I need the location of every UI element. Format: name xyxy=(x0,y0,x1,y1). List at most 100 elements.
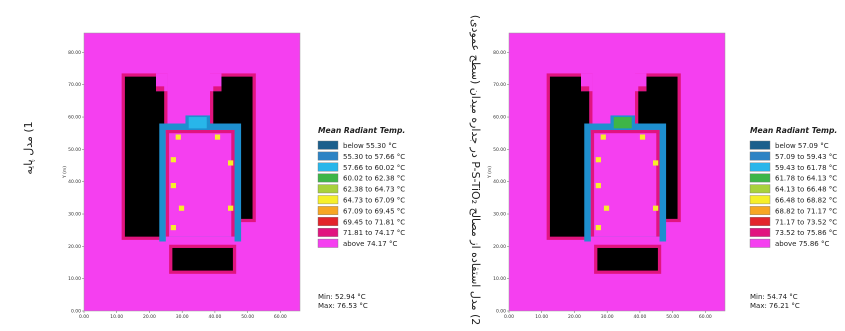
hot-spot xyxy=(653,205,659,211)
hot-spot xyxy=(170,182,176,189)
legend-label: 60.02 to 62.38 °C xyxy=(343,175,405,183)
courtyard-rim xyxy=(165,129,235,134)
x-tick-label: 60.00 xyxy=(699,314,712,320)
y-tick-label: 60.00 xyxy=(493,115,506,121)
y-tick-label: 50.00 xyxy=(68,147,81,153)
hot-spot xyxy=(595,157,601,163)
max-value: Max: 76.21 °C xyxy=(750,302,800,310)
legend-swatch xyxy=(317,173,339,183)
legend-swatch xyxy=(317,184,339,194)
legend-label: 73.52 to 75.86 °C xyxy=(775,229,837,237)
legend-label: 67.09 to 69.45 °C xyxy=(343,207,405,215)
legend-swatch xyxy=(749,195,771,205)
building-left xyxy=(124,76,165,237)
legend: Mean Radiant Temp. below 55.30 °C 55.30 to… xyxy=(317,126,405,310)
y-axis-label: Y (m) xyxy=(487,166,493,179)
courtyard-rim xyxy=(656,129,660,237)
min-value: Min: 52.94 °C xyxy=(318,293,366,301)
legend-swatch xyxy=(749,217,771,226)
x-tick-label: 0.00 xyxy=(504,314,514,320)
legend-swatch xyxy=(317,195,339,205)
y-tick-label: 0.00 xyxy=(496,309,506,315)
legend-swatch xyxy=(317,151,339,161)
window xyxy=(188,117,207,129)
hot-spot xyxy=(603,205,610,211)
y-tick-label: 30.00 xyxy=(493,212,506,218)
panel-caption: 1) مدل پایه xyxy=(22,121,35,174)
legend-label: 62.38 to 64.73 °C xyxy=(343,186,405,194)
x-tick-label: 10.00 xyxy=(535,314,548,320)
legend-swatch xyxy=(749,162,771,172)
building-bottom xyxy=(597,247,658,271)
legend-label: 61.78 to 64.13 °C xyxy=(775,175,837,183)
courtyard-rim xyxy=(231,129,235,237)
hot-spot xyxy=(170,157,176,163)
notch xyxy=(581,73,593,92)
notch xyxy=(156,73,168,92)
legend-swatch xyxy=(317,162,339,172)
y-tick-label: 20.00 xyxy=(493,244,506,250)
courtyard-opening xyxy=(165,236,235,242)
legend-swatch xyxy=(317,206,339,215)
legend-label: 71.17 to 73.52 °C xyxy=(775,218,837,226)
courtyard-floor xyxy=(590,129,660,237)
courtyard-rim xyxy=(165,129,170,237)
notch xyxy=(635,73,647,92)
panel-base: 0.00 10.00 20.00 30.00 40.00 50.00 60.00 70.00 8… xyxy=(22,32,405,320)
legend-title: Mean Radiant Temp. xyxy=(318,126,405,135)
legend-label: 59.43 to 61.78 °C xyxy=(775,164,837,172)
hot-spot xyxy=(595,182,601,189)
hot-spot xyxy=(228,160,234,166)
hot-spot xyxy=(653,160,659,166)
hot-spot xyxy=(214,134,221,140)
legend-label: below 57.09 °C xyxy=(775,142,829,150)
legend-swatch xyxy=(317,217,339,226)
legend-swatch xyxy=(749,238,771,248)
x-tick-label: 20.00 xyxy=(143,314,156,320)
notch-edge xyxy=(581,86,590,92)
hot-spot xyxy=(175,134,181,140)
x-tick-label: 40.00 xyxy=(633,314,646,320)
x-tick-label: 50.00 xyxy=(241,314,254,320)
y-tick-label: 20.00 xyxy=(68,244,81,250)
legend-label: 69.45 to 71.81 °C xyxy=(343,218,405,226)
y-tick-label: 10.00 xyxy=(68,276,81,282)
panel-caption: 2) مدل استفاده از مصالح P-S-TiO₂ در جدار… xyxy=(469,15,482,326)
courtyard-opening xyxy=(590,236,660,242)
legend-swatch xyxy=(749,184,771,194)
y-tick-label: 60.00 xyxy=(68,115,81,121)
legend-swatch xyxy=(749,206,771,215)
legend-swatch xyxy=(317,140,339,150)
y-tick-label: 0.00 xyxy=(71,309,81,315)
y-axis-label: Y (m) xyxy=(62,166,68,179)
legend-swatch xyxy=(317,227,339,237)
y-tick-label: 10.00 xyxy=(493,276,506,282)
x-tick-label: 20.00 xyxy=(568,314,581,320)
x-tick-label: 30.00 xyxy=(601,314,614,320)
hot-spot xyxy=(178,205,185,211)
legend-label: 71.81 to 74.17 °C xyxy=(343,229,405,237)
legend-swatch xyxy=(749,227,771,237)
legend-title: Mean Radiant Temp. xyxy=(750,126,837,135)
y-tick-label: 50.00 xyxy=(493,147,506,153)
notch-edge xyxy=(638,86,647,92)
y-tick-label: 70.00 xyxy=(68,82,81,88)
legend-label: below 55.30 °C xyxy=(343,142,397,150)
panel-ptio2: 0.00 10.00 20.00 30.00 40.00 50.00 60.00 70.00 8… xyxy=(469,15,837,326)
y-tick-label: 80.00 xyxy=(493,50,506,56)
y-tick-label: 70.00 xyxy=(493,82,506,88)
y-tick-label: 40.00 xyxy=(68,179,81,185)
courtyard-floor xyxy=(165,129,235,237)
hot-spot xyxy=(170,225,176,231)
hot-spot xyxy=(228,205,234,211)
legend-label: 68.82 to 71.17 °C xyxy=(775,207,837,215)
y-tick-label: 80.00 xyxy=(68,50,81,56)
legend-swatch xyxy=(749,173,771,183)
building-bottom xyxy=(172,247,233,271)
legend-label: 64.13 to 66.48 °C xyxy=(775,186,837,194)
window xyxy=(613,117,632,129)
courtyard-rim xyxy=(590,129,595,237)
legend-label: 66.48 to 68.82 °C xyxy=(775,197,837,205)
legend-label: above 74.17 °C xyxy=(343,240,397,248)
